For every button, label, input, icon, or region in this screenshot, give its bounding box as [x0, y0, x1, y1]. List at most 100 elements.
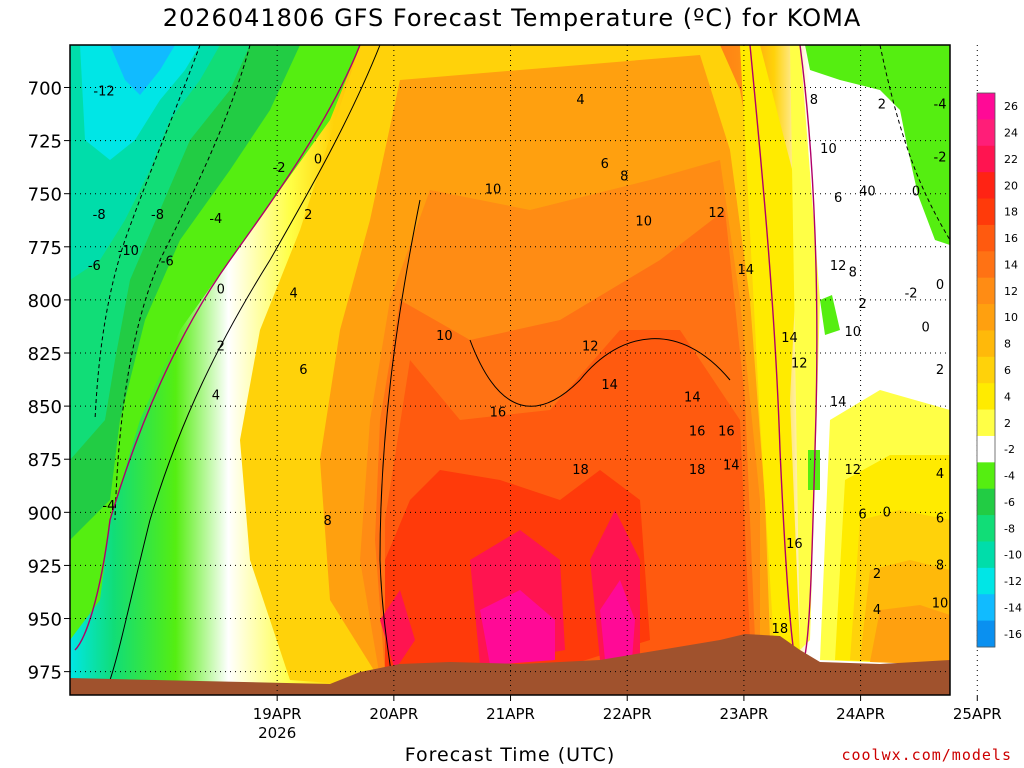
colorbar-swatch: [977, 515, 995, 542]
contour-label: -10: [118, 244, 139, 259]
contour-label: 18: [572, 463, 589, 478]
y-tick-label: 950: [28, 610, 62, 631]
contour-label: -8: [151, 208, 164, 223]
field-cold-minus12: [80, 45, 200, 160]
surface-terrain: [70, 634, 950, 695]
colorbar-label: 8: [1004, 338, 1011, 351]
field-postfrontal-minus4: [805, 45, 950, 245]
contour-label: 0: [922, 321, 930, 336]
contour-label: 6: [299, 363, 307, 378]
colorbar-label: -4: [1004, 470, 1015, 483]
contour-label: 2: [936, 363, 944, 378]
contour-label: 6: [834, 191, 842, 206]
colorbar-label: -8: [1004, 522, 1015, 535]
contour-label: 4: [873, 603, 881, 618]
colorbar-label: 2: [1004, 417, 1011, 430]
colorbar-swatch: [977, 277, 995, 305]
x-tick-label: 20APR: [369, 705, 418, 723]
y-tick-label: 825: [28, 344, 62, 365]
field-front-band: [740, 45, 800, 660]
colorbar-swatch: [977, 435, 995, 463]
x-tick-label: 22APR: [603, 705, 652, 723]
contour-label: -4: [102, 499, 115, 514]
contour-label: 4: [212, 388, 220, 403]
contour-label: -6: [88, 259, 101, 274]
contour-label: 12: [844, 463, 861, 478]
field-layers: [70, 45, 950, 695]
contour-label: 6: [858, 507, 866, 522]
colorbar-swatch: [977, 594, 995, 622]
contour-label: 10: [485, 182, 502, 197]
colorbar-label: -6: [1004, 496, 1015, 509]
colorbar-label: -14: [1004, 601, 1022, 614]
y-tick-label: 875: [28, 450, 62, 471]
colorbar-swatch: [977, 356, 995, 384]
colorbar-label: 4: [1004, 390, 1011, 403]
contour-2: [109, 45, 381, 681]
contour-minus6: [114, 45, 251, 521]
contour-label: 2: [304, 208, 312, 223]
colorbar-label: -12: [1004, 575, 1022, 588]
contour-zero-east: [799, 45, 818, 656]
contour-label: 14: [684, 391, 701, 406]
y-tick-label: 700: [28, 78, 62, 99]
contour-label: 0: [217, 282, 225, 297]
x-tick-label: 21APR: [486, 705, 535, 723]
contour-label: 4: [576, 93, 584, 108]
contour-label: 2: [873, 567, 881, 582]
contour-label: 12: [791, 357, 808, 372]
x-tick-label: 25APR: [953, 705, 1002, 723]
colorbar-label: 22: [1004, 153, 1018, 166]
y-tick-label: 975: [28, 663, 62, 684]
colorbar-label: 16: [1004, 232, 1018, 245]
colorbar-swatch: [977, 541, 995, 569]
contour-label: 8: [936, 558, 944, 573]
contour-label: 0: [936, 278, 944, 293]
plot-frame: [69, 44, 951, 696]
contour-label: 12: [830, 259, 847, 274]
colorbar-label: 12: [1004, 285, 1018, 298]
contour-label: 16: [689, 425, 706, 440]
contour-label: 2: [858, 297, 866, 312]
contour-label: 2: [878, 97, 886, 112]
y-tick-label: 925: [28, 556, 62, 577]
contour-label: 10: [932, 597, 949, 612]
credit-link[interactable]: coolwx.com/models: [841, 746, 1012, 764]
field-return-10: [870, 605, 950, 665]
contour-label: 8: [849, 265, 857, 280]
contour-minus8: [94, 45, 201, 421]
contour-label: -8: [93, 208, 106, 223]
field-cold-minus14: [110, 45, 175, 95]
colorbar-label: 20: [1004, 179, 1018, 192]
contour-label: 10: [844, 325, 861, 340]
contour-label: 2: [217, 340, 225, 355]
y-tick-label: 775: [28, 238, 62, 259]
contour-label: 14: [781, 331, 798, 346]
colorbar-label: 14: [1004, 258, 1018, 271]
contour-label: 8: [810, 93, 818, 108]
colorbar-label: 6: [1004, 364, 1011, 377]
contour-label: 10: [635, 214, 652, 229]
colorbar-swatch: [977, 198, 995, 226]
y-tick-label: 900: [28, 503, 62, 524]
x-tick-label: 23APR: [719, 705, 768, 723]
contour-label: -6: [161, 255, 174, 270]
contour-label: 0: [912, 185, 920, 200]
colorbar-label: 24: [1004, 127, 1018, 140]
contour-labels: -12-8 -8-10-6 -6-4-202024468-4101046810121…: [88, 85, 948, 637]
contour-label: 16: [786, 537, 803, 552]
field-front-edge: [790, 45, 820, 650]
colorbar-swatch: [977, 383, 995, 411]
colorbar-swatch: [977, 304, 995, 331]
contour-label: 16: [490, 405, 507, 420]
contour-label: 12: [708, 206, 725, 221]
contour-label: 6: [936, 512, 944, 527]
colorbar-swatch: [977, 224, 995, 252]
contour-label: 40: [859, 185, 876, 200]
colorbar-swatch: [977, 409, 995, 437]
x-tick-label: 24APR: [836, 705, 885, 723]
colorbar-swatch: [977, 567, 995, 595]
colorbar-swatch: [977, 172, 995, 200]
